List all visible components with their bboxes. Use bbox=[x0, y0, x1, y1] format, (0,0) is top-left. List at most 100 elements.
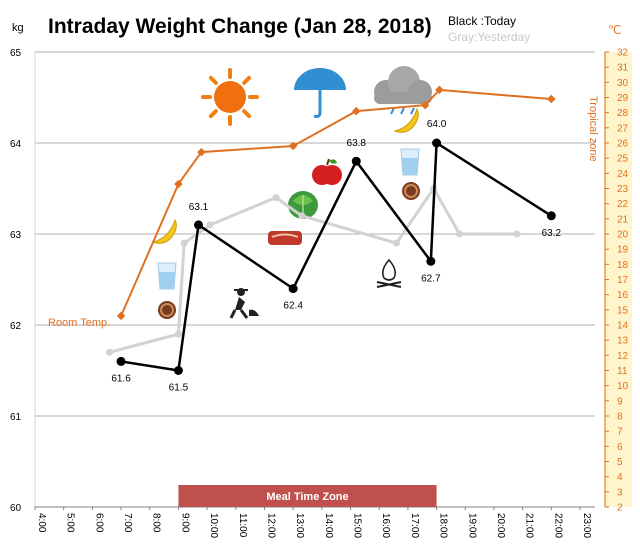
today-data-label: 62.4 bbox=[283, 301, 303, 312]
temperature-point bbox=[420, 100, 430, 110]
water-glass-icon bbox=[400, 148, 420, 176]
meal-zone-label: Meal Time Zone bbox=[266, 491, 348, 503]
y2-tick-label: 17 bbox=[617, 275, 629, 286]
y-tick-label: 65 bbox=[10, 48, 22, 59]
x-tick-label: 21:00 bbox=[524, 513, 535, 538]
umbrella-icon bbox=[294, 68, 346, 118]
y2-axis-unit: ℃ bbox=[608, 23, 621, 37]
y2-tick-label: 21 bbox=[617, 214, 629, 225]
today-point bbox=[432, 138, 442, 148]
y2-tick-label: 30 bbox=[617, 78, 629, 89]
y2-tick-label: 24 bbox=[617, 169, 629, 180]
cloud-icon bbox=[374, 66, 432, 115]
x-tick-label: 13:00 bbox=[294, 513, 305, 538]
x-tick-label: 15:00 bbox=[352, 513, 363, 538]
temperature-point bbox=[174, 179, 183, 189]
y2-tick-label: 18 bbox=[617, 260, 629, 271]
y2-tick-label: 11 bbox=[617, 366, 628, 377]
today-data-label: 63.1 bbox=[189, 202, 209, 213]
annotation-room-temp: Room Temp. bbox=[48, 317, 110, 329]
today-point bbox=[194, 220, 203, 230]
y2-tick-label: 12 bbox=[617, 351, 629, 362]
today-data-label: 64.0 bbox=[427, 119, 447, 130]
y2-tick-label: 13 bbox=[617, 336, 629, 347]
legend-yesterday: Gray:Yesterday bbox=[448, 30, 530, 44]
y2-tick-label: 14 bbox=[617, 321, 629, 332]
x-tick-label: 16:00 bbox=[380, 513, 391, 538]
chart-title: Intraday Weight Change (Jan 28, 2018) bbox=[48, 15, 432, 38]
x-tick-label: 7:00 bbox=[122, 513, 133, 533]
cookie-icon bbox=[158, 301, 176, 319]
y2-tick-label: 7 bbox=[617, 427, 623, 438]
yesterday-point bbox=[206, 221, 214, 229]
gardener-icon bbox=[229, 288, 259, 319]
yesterday-point bbox=[456, 230, 464, 238]
y2-tick-label: 26 bbox=[617, 139, 629, 150]
today-point bbox=[351, 156, 361, 166]
x-tick-label: 6:00 bbox=[93, 513, 104, 533]
today-data-label: 63.8 bbox=[347, 138, 367, 149]
x-tick-label: 4:00 bbox=[36, 513, 47, 533]
y-tick-label: 62 bbox=[10, 321, 22, 332]
temperature-point bbox=[116, 311, 126, 321]
yesterday-point bbox=[392, 239, 400, 247]
legend-today: Black :Today bbox=[448, 14, 516, 28]
y-tick-label: 61 bbox=[10, 412, 22, 423]
temperature-point bbox=[288, 141, 298, 151]
today-point bbox=[426, 256, 436, 266]
apple-icon bbox=[312, 158, 342, 185]
today-point bbox=[288, 284, 298, 294]
series-today-line bbox=[120, 140, 552, 372]
meal-zone-bar bbox=[178, 485, 437, 507]
y2-tick-label: 22 bbox=[617, 199, 629, 210]
x-tick-label: 18:00 bbox=[438, 513, 449, 538]
series-temperature-line bbox=[120, 88, 552, 317]
yesterday-point bbox=[298, 212, 306, 220]
campfire-icon bbox=[376, 258, 402, 288]
x-tick-label: 19:00 bbox=[466, 513, 477, 538]
y-tick-label: 63 bbox=[10, 230, 22, 241]
y-tick-label: 60 bbox=[10, 503, 22, 514]
y-tick-label: 64 bbox=[10, 139, 22, 150]
y-axis-unit: kg bbox=[12, 22, 24, 34]
y2-tick-label: 3 bbox=[617, 487, 623, 498]
yesterday-point bbox=[513, 230, 521, 238]
temperature-point bbox=[352, 106, 361, 116]
today-point bbox=[173, 366, 183, 375]
y2-tick-label: 23 bbox=[617, 184, 629, 195]
y2-tick-label: 28 bbox=[617, 108, 629, 119]
y2-tick-label: 9 bbox=[617, 396, 623, 407]
y2-tick-label: 10 bbox=[617, 381, 629, 392]
y2-tick-label: 4 bbox=[617, 472, 623, 483]
y2-tick-label: 5 bbox=[617, 457, 623, 468]
yesterday-point bbox=[272, 194, 280, 202]
meat-icon bbox=[268, 231, 302, 245]
y2-tick-label: 31 bbox=[617, 63, 629, 74]
yesterday-point bbox=[106, 348, 114, 356]
banana-icon bbox=[151, 218, 177, 244]
x-tick-label: 9:00 bbox=[179, 513, 190, 533]
y2-tick-label: 2 bbox=[617, 503, 623, 514]
y2-tick-label: 32 bbox=[617, 48, 629, 59]
x-tick-label: 14:00 bbox=[323, 513, 334, 538]
water-glass-icon bbox=[157, 262, 177, 290]
temperature-point bbox=[197, 147, 206, 157]
y2-tick-label: 25 bbox=[617, 154, 629, 165]
today-point bbox=[116, 356, 126, 366]
sun-icon bbox=[201, 68, 259, 126]
x-tick-label: 17:00 bbox=[409, 513, 420, 538]
x-tick-label: 23:00 bbox=[581, 513, 592, 538]
y2-tick-label: 6 bbox=[617, 442, 623, 453]
today-data-label: 62.7 bbox=[421, 273, 441, 284]
x-tick-label: 10:00 bbox=[208, 513, 219, 538]
x-tick-label: 12:00 bbox=[265, 513, 276, 538]
y2-tick-label: 20 bbox=[617, 230, 629, 241]
annotation-tropical-zone: Tropical zone bbox=[587, 96, 599, 162]
x-tick-label: 20:00 bbox=[495, 513, 506, 538]
y2-tick-label: 29 bbox=[617, 93, 629, 104]
cookie-icon bbox=[402, 182, 420, 200]
temperature-point bbox=[547, 94, 556, 104]
x-tick-label: 22:00 bbox=[552, 513, 563, 538]
today-data-label: 61.6 bbox=[111, 373, 131, 384]
